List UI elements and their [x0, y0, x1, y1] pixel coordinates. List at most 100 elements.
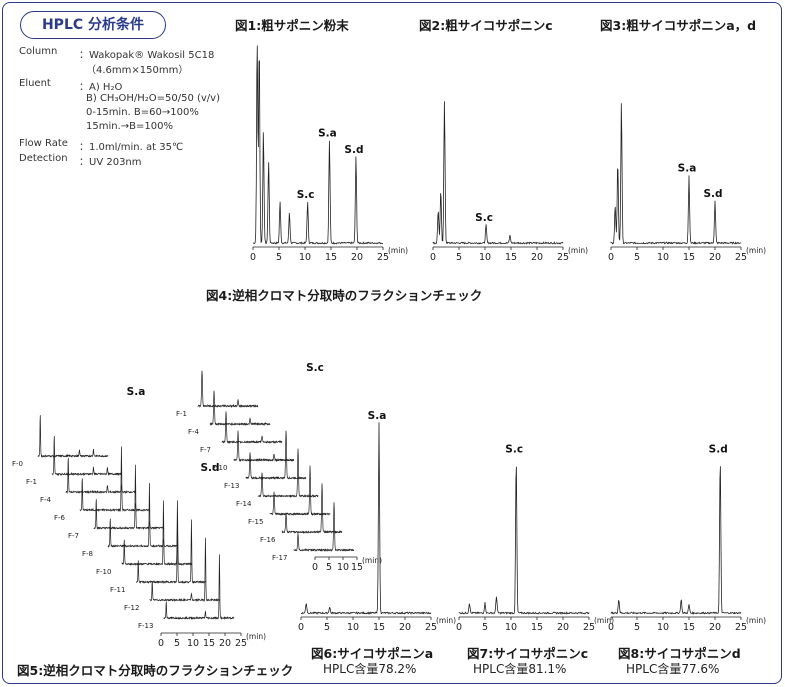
fig5-fraction-label: F-0 [12, 460, 23, 468]
fig8-tick-label: 20 [709, 622, 721, 633]
fig3-tick-label: 5 [634, 252, 640, 263]
fig6-hplc-content: HPLC含量78.2% [323, 662, 417, 676]
fig5-peak-label: S.d [200, 462, 219, 474]
fig7-tick-label: 10 [505, 622, 517, 633]
fig6-tick-label: 20 [399, 622, 411, 633]
column-label: Column [19, 46, 58, 57]
fig4-fraction-label: F-4 [188, 428, 200, 436]
fig1-peak-label: S.c [297, 189, 315, 201]
fig2-peak-label: S.c [475, 212, 493, 224]
fig7-tick-label: 0 [456, 622, 462, 633]
fig8-peak-label: S.d [709, 444, 728, 456]
fig7-hplc-content: HPLC含量81.1% [473, 662, 567, 676]
fig1-tick-label: 0 [250, 252, 256, 263]
eluent-a: ：A) H₂O [79, 82, 123, 93]
fig2-trace [432, 101, 564, 245]
fig4-tick-label: 5 [326, 562, 332, 573]
fig2-x-unit: (min) [568, 246, 588, 255]
fig4-x-unit: (min) [362, 556, 382, 565]
fig5-fraction-trace [163, 554, 235, 621]
fig6-title: 図6:サイコサポニンa [311, 646, 434, 661]
fig4-title: 図4:逆相クロマト分取時のフラクションチェック [206, 288, 483, 303]
fig2-tick-label: 0 [430, 252, 436, 263]
fig2-tick-label: 5 [456, 252, 462, 263]
fig4-fraction-trace [233, 430, 295, 463]
detection-value: ：UV 203nm [79, 157, 142, 168]
fig6-peak-label: S.a [368, 410, 387, 422]
fig6-tick-label: 0 [298, 622, 304, 633]
fig3-trace [610, 103, 742, 245]
fig6-trace [300, 422, 432, 615]
fig8-x-unit: (min) [746, 616, 766, 625]
fig7-x-unit: (min) [594, 616, 614, 625]
fig7-tick-label: 25 [583, 622, 595, 633]
fig5-fraction-label: F-11 [110, 586, 125, 594]
fig2-tick-label: 10 [479, 252, 491, 263]
fig6-tick-label: 10 [347, 622, 359, 633]
fig4-fraction-trace [245, 430, 307, 480]
fig7-peak-label: S.c [505, 444, 523, 456]
fig4-fraction-label: F-17 [272, 554, 287, 562]
fig3-tick-label: 15 [683, 252, 695, 263]
fig4-fraction-label: F-15 [248, 518, 263, 526]
fig1-tick-label: 15 [325, 252, 337, 263]
fig5-peak-label: S.a [127, 386, 146, 398]
fig8-tick-label: 0 [608, 622, 614, 633]
fig3-tick-label: 25 [735, 252, 747, 263]
fig6-tick-label: 15 [373, 622, 385, 633]
fig7-title: 図7:サイコサポニンc [467, 646, 589, 661]
eluent-gradient-1: 0-15min. B=60→100% [86, 107, 199, 118]
fig7-trace [458, 466, 590, 615]
fig5-fraction-label: F-6 [54, 514, 66, 522]
fig4-fraction-trace [209, 390, 271, 427]
fig1-peak-label: S.a [318, 128, 337, 140]
fig5-tick-label: 5 [174, 638, 180, 649]
fig8-trace [610, 466, 742, 615]
column-value: ：Wakopak® Wakosil 5C18 [79, 50, 215, 61]
fig3-peak-label: S.a [678, 163, 697, 175]
fig1-x-unit: (min) [388, 246, 408, 255]
fig1-tick-label: 5 [276, 252, 282, 263]
fig7-tick-label: 5 [482, 622, 488, 633]
fig4-fraction-label: F-14 [236, 500, 252, 508]
fig1-peak-label: S.d [344, 144, 363, 156]
fig1-tick-label: 20 [351, 252, 363, 263]
fig4-fraction-label: F-10 [212, 464, 227, 472]
fig7-tick-label: 20 [557, 622, 569, 633]
fig4-fraction-label: F-13 [224, 482, 239, 490]
fig3-tick-label: 10 [657, 252, 669, 263]
fig5-fraction-trace [107, 482, 179, 548]
fig7-tick-label: 15 [531, 622, 543, 633]
fig2-tick-label: 25 [557, 252, 569, 263]
eluent-label: Eluent [19, 78, 51, 89]
flow-rate-label: Flow Rate [19, 138, 68, 149]
fig5-fraction-label: F-13 [138, 622, 153, 630]
fig5-fraction-label: F-1 [26, 478, 37, 486]
flow-rate-value: ：1.0ml/min. at 35℃ [79, 142, 184, 153]
fig5-fraction-trace [79, 446, 151, 512]
fig4-fraction-trace [257, 448, 319, 499]
fig8-hplc-content: HPLC含量77.6% [626, 662, 720, 676]
fig5-fraction-label: F-8 [82, 550, 93, 558]
fig4-fraction-trace [221, 411, 283, 444]
fig2-title: 図2:粗サイコサポニンc [419, 18, 553, 33]
fig8-title: 図8:サイコサポニンd [618, 646, 741, 661]
fig6-x-unit: (min) [436, 616, 456, 625]
hplc-conditions-title: HPLC 分析条件 [20, 11, 166, 39]
fig1-title: 図1:粗サポニン粉末 [235, 18, 349, 33]
detection-label: Detection [19, 153, 68, 164]
fig4-fraction-label: F-7 [200, 446, 211, 454]
fig5-title: 図5:逆相クロマト分取時のフラクションチェック [17, 663, 294, 678]
fig5-fraction-label: F-12 [124, 604, 139, 612]
fig5-x-unit: (min) [246, 632, 266, 641]
eluent-gradient-2: 15min.→B=100% [86, 121, 173, 132]
fig5-tick-label: 20 [219, 638, 231, 649]
fig6-tick-label: 5 [324, 622, 330, 633]
fig1-tick-label: 25 [377, 252, 389, 263]
fig5-tick-label: 0 [158, 638, 164, 649]
fig1-trace [252, 45, 384, 245]
fig4-tick-label: 0 [312, 562, 318, 573]
chromatograms-svg: S.cS.aS.d0 5 10 15 20 25(min)S.c0 5 10 15 20 25(mi… [12, 45, 766, 649]
fig5-fraction-label: F-4 [40, 496, 52, 504]
